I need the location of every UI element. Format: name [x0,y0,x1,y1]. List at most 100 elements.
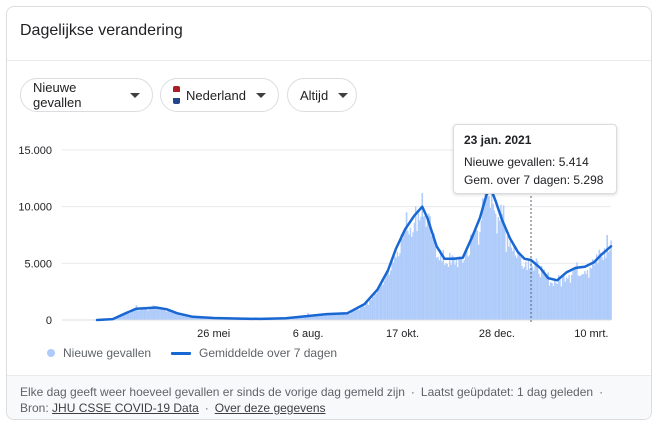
daily-cases-bar [451,255,454,320]
daily-cases-bar [379,286,382,320]
daily-cases-bar [167,310,169,320]
daily-cases-bar [421,193,424,320]
daily-cases-bar [171,312,173,320]
daily-cases-bar [543,269,545,320]
daily-cases-bar [189,316,191,320]
x-tick-label: 28 dec. [479,328,515,340]
daily-cases-bar [390,270,392,320]
daily-cases-bar [538,273,540,320]
daily-cases-bar [168,310,170,320]
daily-cases-bar [582,274,585,320]
daily-cases-bar [572,270,574,320]
daily-cases-bar [585,273,587,320]
daily-cases-bar [122,314,125,320]
daily-cases-bar [527,259,530,320]
daily-cases-bar [185,315,187,320]
source-link[interactable]: JHU CSSE COVID-19 Data [52,401,199,415]
daily-cases-bar [192,317,194,320]
daily-cases-bar [138,310,140,320]
daily-cases-bar [474,232,476,320]
daily-cases-bar [327,313,329,320]
daily-cases-bar [539,277,541,320]
daily-cases-bar [299,317,302,320]
daily-cases-bar [335,314,337,320]
daily-cases-bar [412,232,414,320]
daily-cases-bar [395,257,397,320]
daily-cases-bar [557,274,560,320]
daily-cases-bar [172,312,174,320]
daily-cases-bar [375,293,378,320]
daily-cases-bar [508,246,510,320]
metric-dropdown[interactable]: Nieuwe gevallen [20,78,153,112]
daily-cases-bar [139,309,142,320]
netherlands-flag-icon [173,86,180,104]
daily-cases-bar [194,316,197,320]
legend-average-label: Gemiddelde over 7 dagen [199,346,338,360]
daily-cases-bar [475,227,477,320]
daily-cases-bar [323,314,325,320]
daily-cases-bar [173,312,176,320]
daily-cases-bar [504,227,506,320]
daily-cases-bar [159,309,161,320]
about-data-link[interactable]: Over deze gegevens [214,401,326,415]
period-dropdown[interactable]: Altijd [287,78,357,112]
daily-cases-bar [199,317,202,320]
daily-cases-bar [147,310,149,320]
daily-cases-bar [472,235,475,320]
daily-cases-bar [155,308,157,320]
daily-cases-bar [357,307,359,320]
daily-cases-bar [314,315,316,320]
daily-cases-bar [569,282,572,320]
tooltip-average: Gem. over 7 dagen: 5.298 [464,173,604,187]
daily-cases-bar [190,317,193,320]
daily-cases-bar [592,259,594,320]
daily-cases-bar [352,310,354,320]
daily-cases-bar [130,311,132,320]
daily-cases-bar [561,274,564,320]
daily-cases-bar [491,179,493,320]
daily-cases-bar [201,317,203,320]
y-tick-label: 10.000 [18,202,52,214]
daily-cases-bar [502,205,505,320]
title-divider [7,60,651,61]
daily-cases-bar [576,262,578,320]
daily-cases-bar [401,238,404,320]
daily-cases-bar [198,316,201,320]
daily-cases-bar [598,249,601,320]
daily-cases-bar [594,262,597,320]
daily-cases-bar [150,308,152,320]
footer-separator: · [599,385,604,399]
chart-tooltip: 23 jan. 2021 Nieuwe gevallen: 5.414 Gem.… [453,124,617,194]
daily-cases-bar [363,306,366,320]
daily-cases-bar [342,313,345,320]
daily-cases-bar [123,314,126,320]
daily-cases-bar [407,230,409,320]
card-title: Dagelijkse verandering [20,22,183,39]
daily-cases-bar [349,313,351,320]
daily-cases-bar [388,274,391,320]
chevron-down-icon [338,92,349,98]
daily-cases-bar [454,264,456,320]
daily-cases-bar [344,313,346,320]
daily-cases-bar [140,307,143,320]
daily-cases-bar [606,235,608,320]
daily-cases-bar [182,314,185,320]
daily-cases-bar [328,314,330,320]
daily-cases-bar [324,314,326,320]
daily-cases-bar [338,313,341,320]
daily-cases-bar [437,256,439,320]
daily-cases-bar [498,220,501,320]
daily-cases-bar [523,266,526,320]
daily-change-card: Dagelijkse verandering Nieuwe gevallen N… [6,6,652,420]
daily-cases-bar [602,260,604,320]
daily-cases-bar [430,236,433,320]
daily-cases-bar [175,313,177,320]
daily-cases-bar [359,307,362,320]
daily-cases-bar [548,285,551,320]
daily-cases-bar [534,262,536,320]
daily-cases-bar [126,311,128,320]
country-dropdown[interactable]: Nederland [160,78,279,112]
daily-cases-bar [154,306,156,320]
daily-cases-bar [374,291,376,320]
daily-cases-bar [196,316,198,320]
